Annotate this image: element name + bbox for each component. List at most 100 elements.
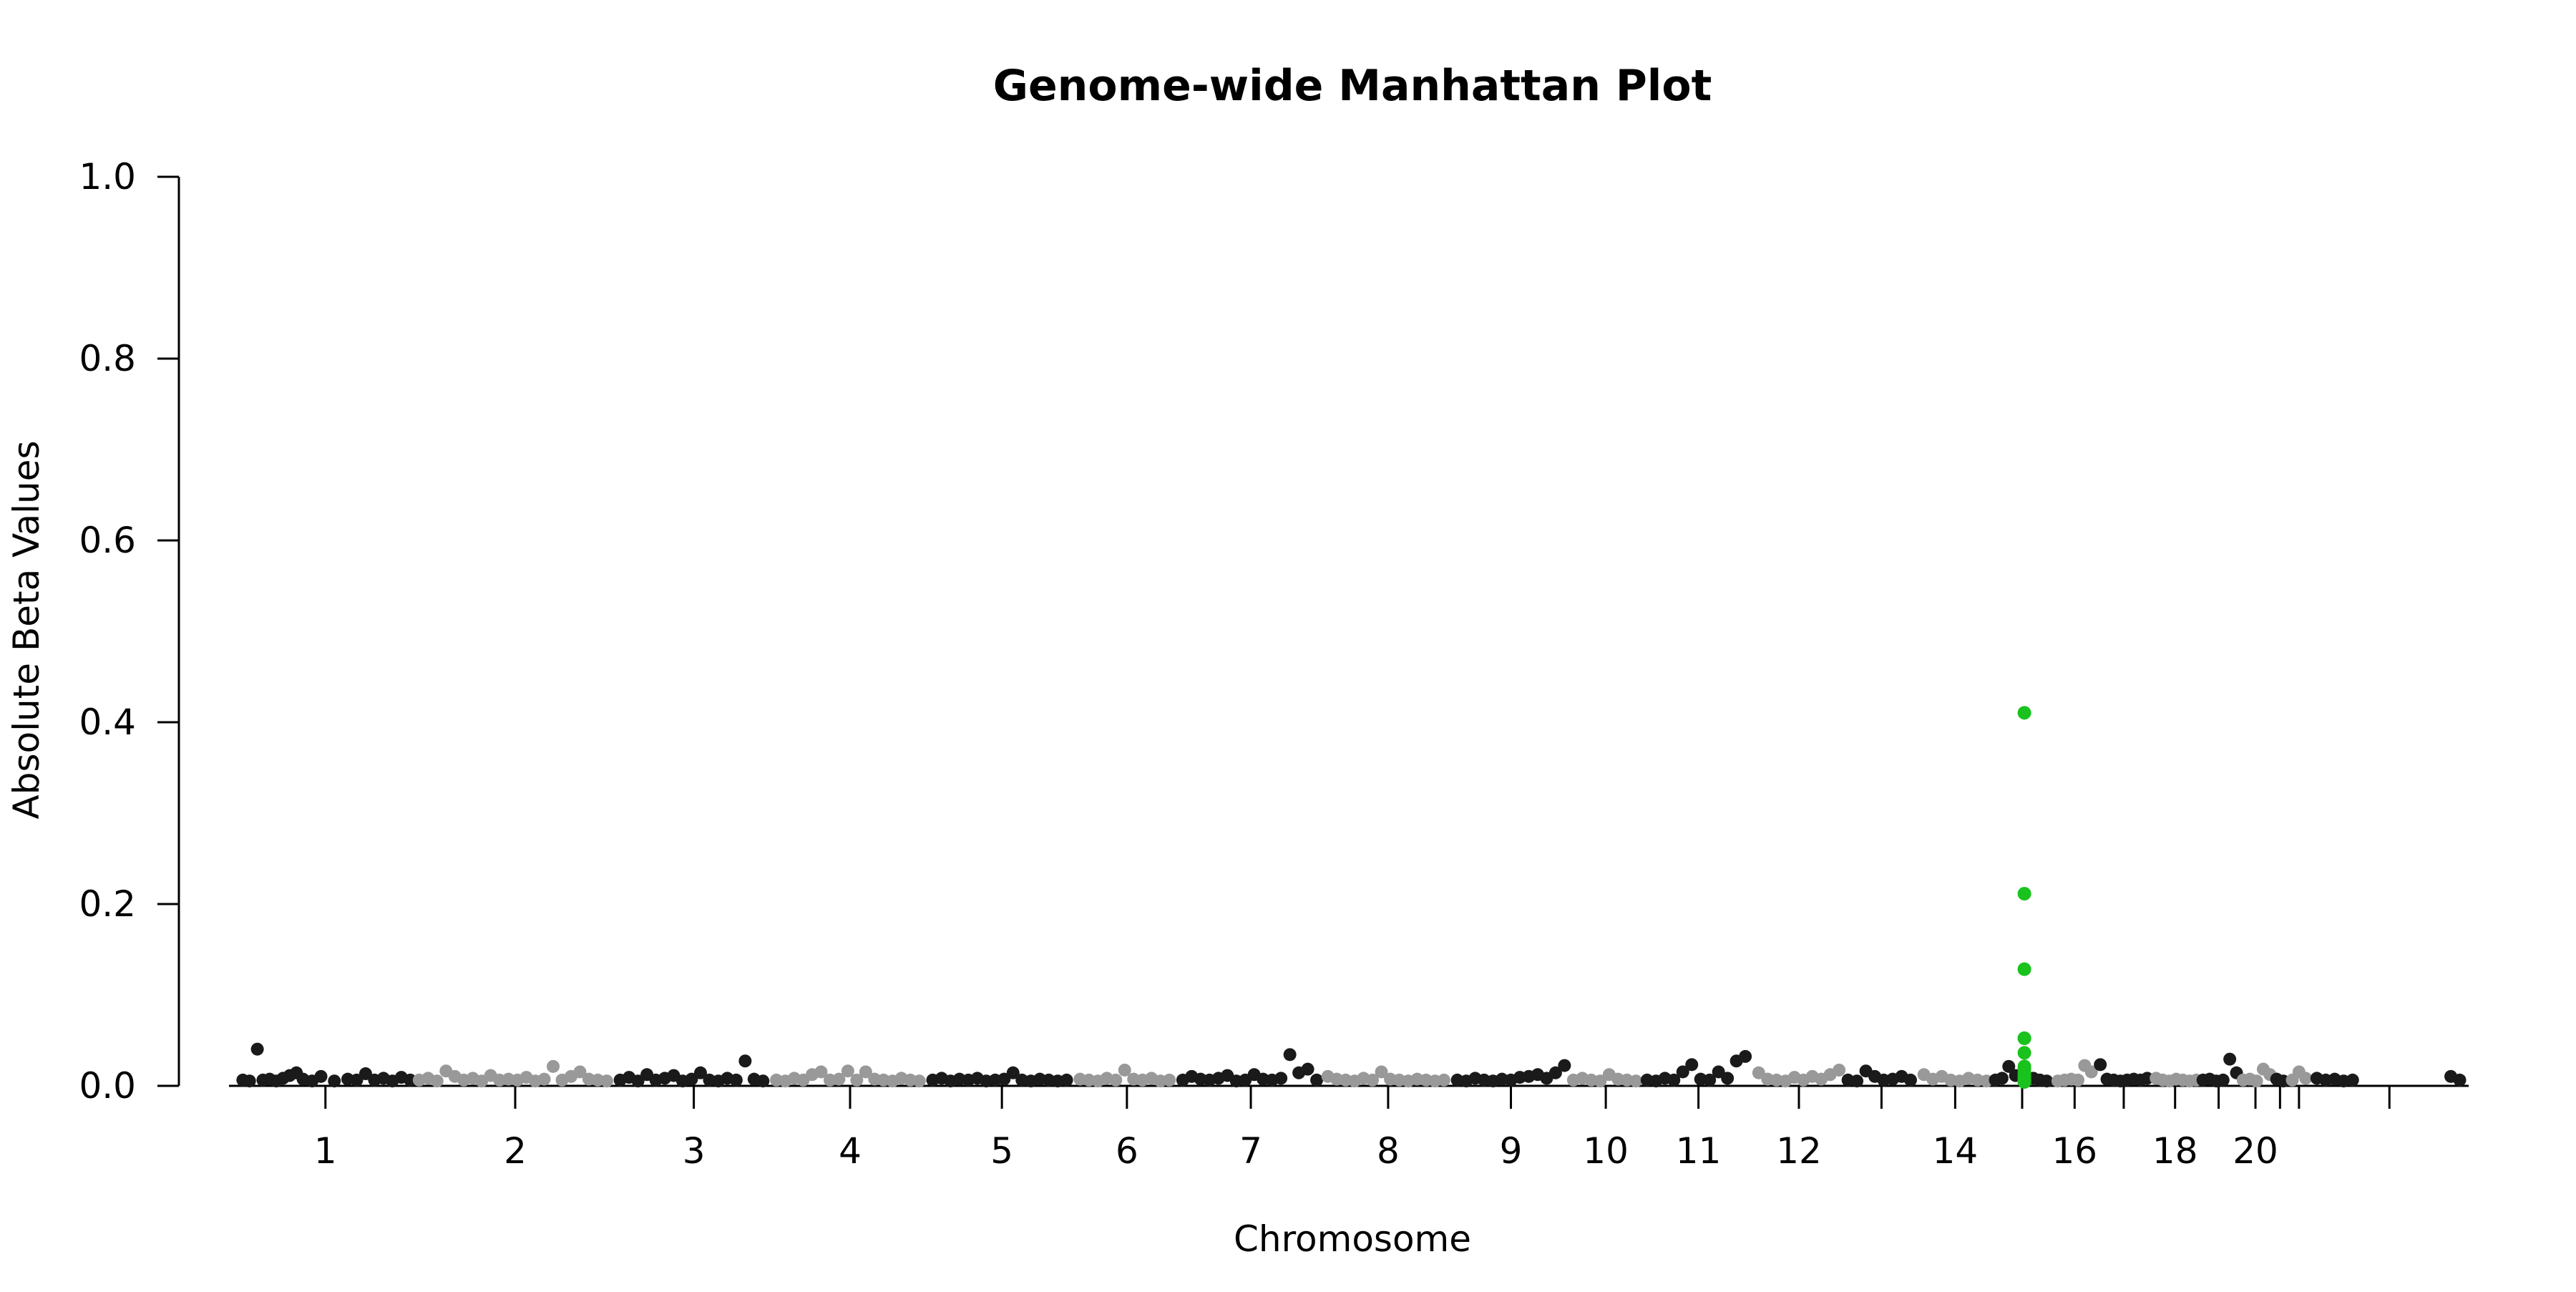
data-point (1310, 1073, 1324, 1087)
data-point (328, 1074, 341, 1088)
data-point (2216, 1073, 2230, 1087)
data-point (1685, 1058, 1699, 1072)
data-point (1833, 1063, 1846, 1077)
data-point (1109, 1073, 1123, 1087)
data-point (814, 1065, 828, 1079)
data-point (1721, 1072, 1735, 1085)
x-tick-label: 3 (683, 1130, 706, 1172)
data-point (2250, 1074, 2263, 1088)
data-point (1904, 1073, 1917, 1087)
data-points (236, 706, 2467, 1089)
data-point (1676, 1065, 1689, 1079)
x-tick-label: 12 (1776, 1130, 1822, 1172)
data-point (2299, 1072, 2313, 1085)
x-tick-label: 7 (1239, 1130, 1262, 1172)
data-point (2094, 1058, 2107, 1072)
highlight-point (2017, 1046, 2031, 1060)
data-point (1594, 1074, 1607, 1088)
data-point (1995, 1072, 2009, 1085)
data-point (1283, 1048, 1297, 1062)
data-point (243, 1074, 256, 1088)
data-point (404, 1073, 417, 1087)
x-tick-label: 5 (990, 1130, 1013, 1172)
highlight-point (2017, 1074, 2031, 1089)
data-point (1375, 1065, 1388, 1079)
x-tick-label: 9 (1500, 1130, 1523, 1172)
data-point (729, 1073, 743, 1087)
data-point (600, 1074, 613, 1088)
x-tick-label: 18 (2152, 1130, 2198, 1172)
y-tick-label: 0.6 (79, 520, 136, 561)
data-point (2084, 1065, 2098, 1079)
data-point (2040, 1074, 2054, 1088)
x-tick-label: 6 (1116, 1130, 1138, 1172)
data-point (1558, 1059, 1571, 1072)
data-point (430, 1074, 444, 1088)
data-point (2346, 1073, 2359, 1087)
data-point (2223, 1052, 2237, 1066)
chart-title: Genome-wide Manhattan Plot (993, 61, 1712, 111)
data-point (1752, 1066, 1765, 1079)
data-point (859, 1065, 872, 1079)
data-point (350, 1073, 364, 1087)
y-axis-label: Absolute Beta Values (6, 441, 47, 820)
x-tick-label: 11 (1676, 1130, 1722, 1172)
data-point (850, 1073, 864, 1087)
data-point (685, 1072, 698, 1086)
data-point (693, 1066, 707, 1079)
data-point (537, 1072, 551, 1086)
data-point (1118, 1063, 1131, 1077)
x-axis-label: Chromosome (1234, 1218, 1471, 1260)
y-tick-label: 0.2 (79, 883, 136, 925)
data-point (314, 1069, 328, 1083)
y-tick-label: 1.0 (79, 156, 136, 198)
data-point (1006, 1066, 1020, 1079)
data-point (997, 1072, 1011, 1086)
x-tick-label: 1 (314, 1130, 337, 1172)
data-point (1629, 1074, 1643, 1088)
x-tick-label: 2 (504, 1130, 527, 1172)
x-tick-label: 20 (2233, 1130, 2278, 1172)
data-point (1163, 1073, 1176, 1087)
data-point (1366, 1073, 1380, 1087)
data-point (631, 1074, 645, 1088)
x-tick-label: 4 (839, 1130, 862, 1172)
y-tick-label: 0.4 (79, 701, 136, 743)
data-point (1739, 1049, 1752, 1063)
axes: 0.00.20.40.60.81.01 2 3 4 5 6 7 8 9 10 11 12 14 16 18 2… (79, 156, 2469, 1172)
data-point (1712, 1065, 1725, 1079)
data-point (1850, 1074, 1864, 1088)
data-point (2453, 1073, 2467, 1087)
data-point (2072, 1073, 2084, 1087)
highlight-point (2017, 962, 2031, 976)
data-point (832, 1072, 846, 1086)
data-point (1548, 1066, 1562, 1079)
y-tick-label: 0.8 (79, 338, 136, 379)
data-point (2002, 1059, 2016, 1073)
y-tick-label: 0.0 (79, 1065, 136, 1107)
data-point (1667, 1073, 1681, 1087)
data-point (1703, 1073, 1717, 1087)
highlight-point (2017, 1031, 2031, 1045)
data-point (547, 1059, 560, 1073)
data-point (1437, 1073, 1450, 1087)
x-tick-label: 8 (1377, 1130, 1400, 1172)
data-point (1060, 1073, 1073, 1087)
data-point (841, 1064, 854, 1078)
highlight-point (2017, 887, 2031, 901)
data-point (738, 1054, 752, 1068)
highlight-point (2017, 706, 2031, 720)
data-point (1274, 1072, 1288, 1085)
data-point (2140, 1072, 2154, 1085)
data-point (573, 1065, 587, 1079)
x-tick-label: 16 (2052, 1130, 2098, 1172)
data-point (358, 1067, 372, 1081)
x-tick-label: 10 (1583, 1130, 1629, 1172)
x-tick-label: 14 (1933, 1130, 1979, 1172)
data-point (250, 1042, 264, 1056)
data-point (756, 1074, 770, 1088)
data-point (1301, 1062, 1314, 1076)
data-point (912, 1074, 926, 1088)
